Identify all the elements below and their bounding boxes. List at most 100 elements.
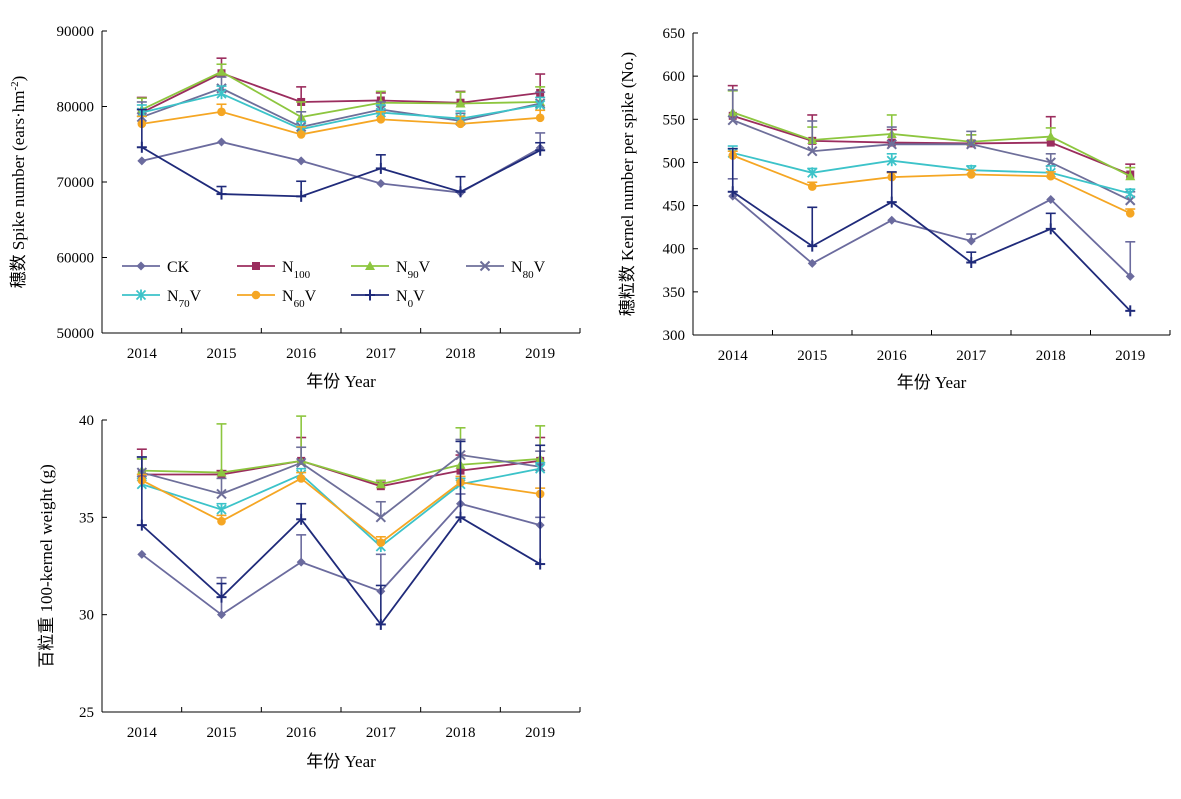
y-tick-label: 50000 <box>57 326 95 342</box>
data-point <box>375 479 386 489</box>
data-point <box>217 107 226 117</box>
chart-kernel-weight: 25 30 35 40 2014 2015 2016 2017 2018 2019 年份 Year 百… <box>37 413 581 771</box>
legend-item-n90v: N90V <box>351 259 431 281</box>
data-point <box>295 457 307 469</box>
data-point <box>296 474 306 483</box>
x-tick-label: 2019 <box>525 346 555 362</box>
series-n0v <box>727 147 1136 317</box>
x-tick-label: 2016 <box>877 348 908 364</box>
x-tick-label: 2017 <box>366 346 397 362</box>
legend-item-n100: N100 <box>237 259 311 281</box>
series-line <box>141 454 541 519</box>
legend-label: CK <box>167 259 190 276</box>
series-ck <box>727 178 1136 281</box>
legend-label: N0V <box>396 288 425 310</box>
series-n80v <box>727 89 1136 206</box>
legend-label: N70V <box>167 288 202 310</box>
x-tick-label: 2017 <box>366 725 397 741</box>
y-tick-label: 35 <box>79 510 94 526</box>
data-point <box>216 188 227 200</box>
y-tick-label: 400 <box>663 242 686 258</box>
series-line <box>141 516 541 626</box>
series-n70v <box>727 145 1136 199</box>
x-axis-title: 年份 Year <box>306 372 376 391</box>
y-tick-label: 90000 <box>57 24 95 40</box>
data-point <box>137 549 147 559</box>
y-tick-label: 25 <box>79 705 94 721</box>
x-tick-label: 2019 <box>525 725 555 741</box>
data-point <box>136 519 147 531</box>
data-point <box>887 215 897 225</box>
legend-item-n80v: N80V <box>466 259 546 281</box>
series-line <box>732 191 1131 312</box>
y-axis-title: 百粒重 100-kernel weight (g) <box>37 464 56 667</box>
data-point <box>217 610 226 620</box>
data-point <box>966 170 976 179</box>
series-line <box>732 152 1131 195</box>
series-n60v <box>136 103 546 139</box>
series-n0v <box>136 108 546 202</box>
data-point <box>886 139 897 150</box>
y-tick-label: 60000 <box>57 251 95 267</box>
x-tick-label: 2018 <box>1036 348 1066 364</box>
y-tick-label: 40 <box>79 413 94 429</box>
legend-swatch-marker <box>136 261 146 271</box>
y-tick-label: 80000 <box>57 100 95 116</box>
data-point <box>807 240 818 252</box>
data-point <box>216 504 227 516</box>
legend-label: N60V <box>282 288 317 310</box>
data-point <box>1045 223 1056 235</box>
series-line <box>141 146 541 198</box>
data-point <box>375 512 387 523</box>
series-line <box>141 467 541 548</box>
legend-swatch-marker <box>135 289 147 301</box>
error-bar <box>886 126 897 145</box>
data-point <box>807 182 817 191</box>
data-point <box>455 98 466 108</box>
data-point <box>376 115 386 124</box>
error-bar <box>375 500 386 518</box>
series-line <box>141 458 541 486</box>
data-point <box>216 66 227 76</box>
x-tick-label: 2015 <box>207 725 237 741</box>
x-tick-label: 2014 <box>127 346 158 362</box>
data-point <box>136 141 147 153</box>
data-point <box>456 119 465 129</box>
series-n0v <box>136 440 546 630</box>
data-point <box>137 156 147 166</box>
x-tick-label: 2017 <box>956 348 987 364</box>
data-point <box>535 558 546 570</box>
error-bar <box>296 534 307 563</box>
legend: CK N100 N90V N80V N70V N60V N0V <box>122 259 546 310</box>
data-point <box>217 516 226 526</box>
data-point <box>727 114 738 126</box>
data-point <box>216 488 227 500</box>
data-point <box>375 162 386 174</box>
legend-label: N80V <box>511 259 546 281</box>
legend-label: N90V <box>396 259 431 281</box>
y-axis-title: 穗数 Spike number (ears·hm-2) <box>9 76 28 289</box>
y-tick-label: 450 <box>663 199 686 215</box>
data-point <box>455 511 466 523</box>
series-ck <box>137 493 546 620</box>
series-line <box>732 111 1131 178</box>
legend-item-n60v: N60V <box>237 288 317 310</box>
y-tick-label: 70000 <box>57 175 95 191</box>
y-tick-label: 30 <box>79 608 94 624</box>
series-line <box>732 119 1131 202</box>
y-tick-label: 500 <box>663 155 686 171</box>
error-bar <box>296 446 307 463</box>
data-point <box>966 257 977 269</box>
data-point <box>535 113 545 123</box>
legend-swatch-marker <box>365 289 375 301</box>
data-point <box>535 144 546 156</box>
data-point <box>1046 138 1055 147</box>
series-line <box>141 477 541 544</box>
data-point <box>216 467 227 477</box>
data-point <box>727 186 738 198</box>
x-tick-label: 2014 <box>718 348 749 364</box>
data-point <box>1125 271 1135 281</box>
data-point <box>535 99 546 111</box>
chart-kernel-number: 300 350 400 450 500 550 600 650 2014 2015 2016 2017… <box>618 26 1171 392</box>
